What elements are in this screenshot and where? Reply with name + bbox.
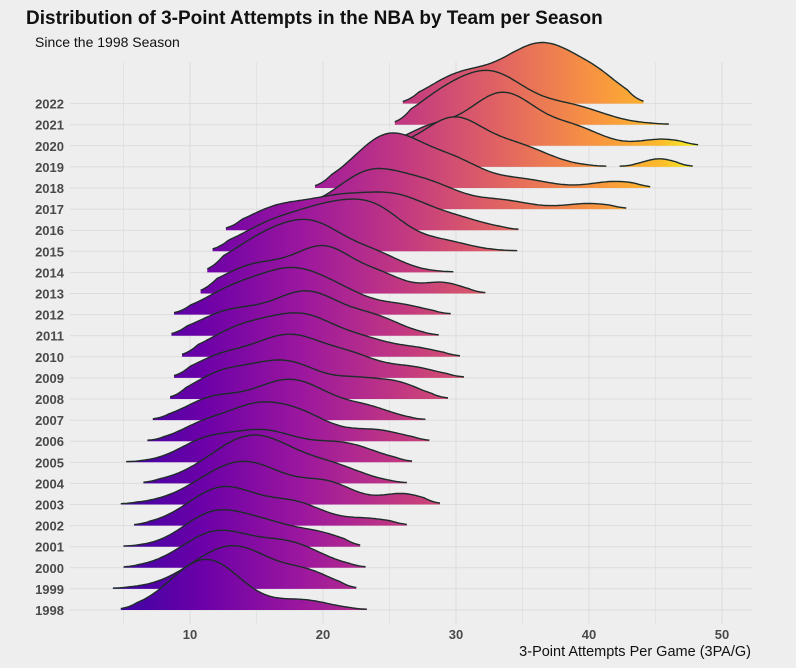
y-tick-label: 2019 — [35, 160, 64, 175]
y-tick-label: 2009 — [35, 371, 64, 386]
y-tick-label: 2002 — [35, 519, 64, 534]
ridge-fill-2003 — [120, 461, 441, 505]
x-tick-label: 40 — [582, 627, 596, 642]
ridge-fill-2019b — [619, 158, 693, 167]
x-tick-label: 50 — [715, 627, 729, 642]
ridge-fill-2008 — [170, 360, 448, 399]
chart-subtitle: Since the 1998 Season — [35, 34, 180, 50]
y-tick-label: 2020 — [35, 139, 64, 154]
y-tick-label: 2014 — [35, 265, 65, 280]
ridge-line-2001 — [123, 509, 361, 547]
ridge-fill-2006 — [147, 401, 430, 442]
ridge-fill-2001 — [123, 509, 361, 547]
ridge-line-2003 — [120, 460, 441, 505]
y-tick-label: 2017 — [35, 202, 64, 217]
ridge-line-2007 — [152, 378, 426, 420]
y-tick-label: 2013 — [35, 287, 64, 302]
ridge-line-2022 — [402, 41, 644, 103]
y-tick-label: 1999 — [35, 582, 64, 597]
ridge-line-2011 — [171, 290, 439, 336]
ridge-line-2008 — [169, 359, 449, 399]
y-tick-label: 2003 — [35, 498, 64, 513]
ridge-line-2014 — [206, 218, 454, 273]
ridge-fill-2021 — [394, 70, 669, 125]
ridge-line-2016 — [225, 191, 519, 230]
ridge-fill-2004 — [143, 435, 407, 484]
ridges — [112, 41, 699, 610]
ridge-line-2019b — [619, 158, 693, 167]
y-tick-label: 2006 — [35, 434, 64, 449]
x-tick-label: 30 — [449, 627, 463, 642]
y-tick-label: 2000 — [35, 561, 64, 576]
y-tick-label: 2011 — [36, 329, 64, 344]
ridge-line-2021 — [394, 69, 669, 125]
y-tick-label: 2001 — [35, 540, 64, 555]
y-tick-label: 2018 — [35, 181, 64, 196]
y-tick-label: 2012 — [35, 308, 64, 323]
y-tick-label: 2022 — [35, 97, 64, 112]
y-tick-label: 2005 — [35, 455, 64, 470]
ridge-line-2006 — [147, 401, 430, 441]
x-tick-label: 10 — [183, 627, 197, 642]
x-axis-title: 3-Point Attempts Per Game (3PA/G) — [519, 644, 751, 660]
ridge-line-2009 — [173, 333, 465, 378]
ridge-fill-2014 — [207, 219, 454, 273]
ridge-fill-1998 — [120, 559, 367, 610]
y-tick-label: 2010 — [35, 350, 64, 365]
y-tick-label: 2004 — [35, 476, 65, 491]
y-tick-label: 2008 — [35, 392, 64, 407]
ridge-line-2002 — [134, 485, 407, 526]
ridge-line-2010 — [181, 312, 461, 357]
ridge-line-2018 — [314, 132, 651, 188]
y-tick-label: 2016 — [35, 223, 64, 238]
ridge-line-2005 — [126, 428, 413, 463]
y-tick-label: 2015 — [35, 244, 64, 259]
y-tick-label: 2021 — [35, 118, 64, 133]
ridge-line-2012 — [173, 266, 451, 315]
ridge-fill-2007 — [152, 379, 426, 421]
ridge-line-1998 — [120, 558, 367, 610]
ridge-line-2000 — [123, 529, 366, 568]
ridge-line-2004 — [143, 434, 407, 484]
ridge-line-1999 — [112, 544, 357, 589]
ridge-line-2015 — [212, 198, 518, 252]
x-tick-label: 20 — [316, 627, 330, 642]
chart-title: Distribution of 3-Point Attempts in the … — [26, 8, 603, 29]
x-axis-labels: 10 20 30 40 50 — [183, 627, 729, 642]
y-axis-labels: 1998 1999 2000 2001 2002 2003 2004 2005 2006 2007… — [35, 97, 65, 618]
ridge-line-2017 — [296, 167, 627, 209]
y-tick-label: 1998 — [35, 603, 64, 618]
y-tick-label: 2007 — [35, 413, 64, 428]
ridge-line-2013 — [200, 244, 486, 294]
